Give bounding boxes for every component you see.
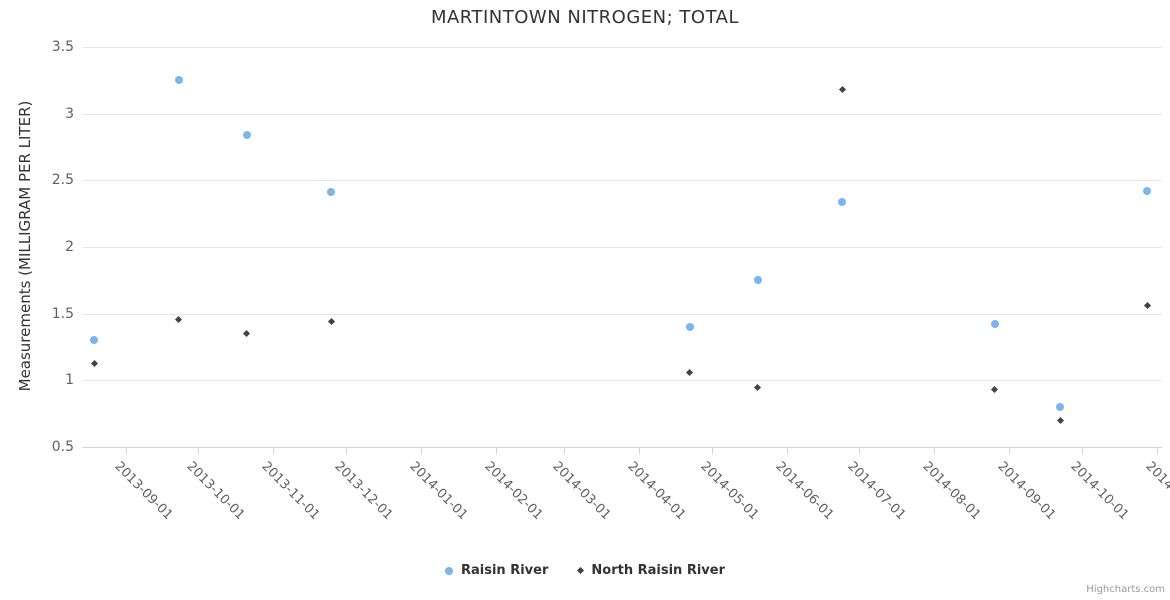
x-axis-line (82, 447, 1162, 448)
y-gridline (82, 313, 1162, 315)
x-axis-tick (198, 448, 200, 454)
x-axis-label: 2013-10-01 (183, 459, 248, 524)
y-axis-label: 0.5 (51, 439, 74, 455)
x-axis-label: 2014-11-01 (1142, 459, 1170, 524)
y-axis-label: 1 (65, 372, 74, 389)
x-axis-tick (1157, 448, 1159, 454)
x-axis-label: 2014-09-01 (994, 459, 1059, 524)
legend-item-north-raisin-river[interactable]: North Raisin River (577, 563, 725, 578)
x-axis-label: 2014-04-01 (624, 459, 689, 524)
x-axis-label: 2014-02-01 (481, 459, 546, 524)
data-point-raisin-river[interactable] (990, 320, 999, 329)
x-axis-tick (1009, 448, 1011, 454)
y-axis-label: 2.5 (51, 172, 74, 189)
chart-title: MARTINTOWN NITROGEN; TOTAL (430, 7, 740, 28)
x-axis-tick (345, 448, 347, 454)
x-axis-label: 2014-01-01 (406, 459, 471, 524)
data-point-north-raisin-river[interactable] (243, 330, 251, 338)
x-axis-tick (563, 448, 565, 454)
x-axis-label: 2014-03-01 (549, 459, 614, 524)
data-point-raisin-river[interactable] (174, 76, 183, 85)
y-gridline (82, 180, 1162, 182)
diamond-marker-icon (577, 566, 585, 575)
data-point-raisin-river[interactable] (753, 276, 762, 285)
x-axis-label: 2014-07-01 (844, 459, 909, 524)
x-axis-label: 2014-05-01 (696, 459, 762, 524)
x-axis-label: 2014-06-01 (772, 459, 837, 524)
x-axis-tick (711, 448, 713, 454)
data-point-raisin-river[interactable] (242, 131, 251, 139)
y-axis-label: 1.5 (51, 305, 74, 322)
x-axis-label: 2013-12-01 (331, 459, 396, 524)
y-axis-label: 2 (65, 239, 74, 255)
data-point-north-raisin-river[interactable] (838, 86, 846, 94)
data-point-north-raisin-river[interactable] (90, 359, 98, 367)
x-axis-tick (496, 448, 498, 454)
x-axis-label: 2014-10-01 (1067, 459, 1132, 524)
legend: Raisin River North Raisin River (0, 563, 1170, 578)
y-gridline (82, 113, 1162, 115)
data-point-north-raisin-river[interactable] (1143, 302, 1152, 310)
y-axis-label: 3 (65, 105, 74, 122)
x-axis-label: 2013-11-01 (258, 459, 323, 524)
data-point-north-raisin-river[interactable] (686, 368, 694, 376)
x-axis-tick (125, 448, 127, 454)
data-point-north-raisin-river[interactable] (175, 315, 183, 323)
data-point-raisin-river[interactable] (90, 336, 99, 345)
x-axis-tick (934, 448, 936, 454)
x-axis-tick (786, 448, 788, 454)
x-axis-tick (638, 448, 640, 454)
data-point-raisin-river[interactable] (838, 197, 847, 206)
x-axis-tick (421, 448, 422, 454)
legend-item-raisin-river[interactable]: Raisin River (445, 563, 548, 578)
x-axis-tick (273, 448, 275, 454)
y-gridline (82, 47, 1162, 48)
legend-label: North Raisin River (591, 563, 725, 578)
y-gridline (82, 380, 1162, 382)
data-point-raisin-river[interactable] (685, 323, 694, 331)
data-point-raisin-river[interactable] (1143, 187, 1152, 195)
y-gridline (82, 247, 1162, 248)
data-point-raisin-river[interactable] (327, 188, 336, 197)
data-point-north-raisin-river[interactable] (1056, 416, 1064, 424)
legend-label: Raisin River (461, 563, 549, 578)
x-axis-tick (859, 448, 861, 454)
x-axis-label: 2014-08-01 (919, 459, 984, 524)
data-point-north-raisin-river[interactable] (327, 318, 335, 326)
circle-marker-icon (445, 566, 453, 575)
data-point-north-raisin-river[interactable] (754, 383, 762, 391)
data-point-north-raisin-river[interactable] (991, 386, 999, 394)
x-axis-label: 2013-09-01 (110, 459, 176, 524)
x-axis-tick (1082, 448, 1084, 454)
y-axis-label: 3.5 (51, 39, 74, 55)
highcharts-credits-link[interactable]: Highcharts.com (1086, 584, 1165, 595)
data-point-raisin-river[interactable] (1056, 403, 1065, 411)
